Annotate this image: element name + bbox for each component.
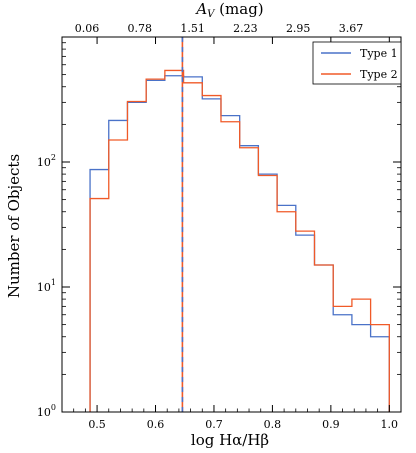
x-tick-label: 0.6 [147, 418, 165, 431]
y-axis-label: Number of Objects [5, 154, 23, 298]
top-tick-label: 3.67 [339, 22, 364, 35]
x-axis-label: log Hα/Hβ [191, 431, 269, 449]
top-tick-label: 0.06 [75, 22, 100, 35]
legend: Type 1 Type 2 [312, 41, 402, 85]
legend-box [312, 41, 402, 85]
plot-frame [61, 36, 402, 413]
legend-label-type1: Type 1 [360, 47, 398, 60]
top-tick-label: 2.23 [233, 22, 258, 35]
y-tick-label: 100 [37, 403, 56, 419]
histogram-series-2 [89, 69, 390, 412]
x-tick-label: 0.7 [205, 418, 223, 431]
y-tick-label: 101 [37, 278, 56, 294]
plot-area [89, 37, 390, 412]
axes: 0.5 0.6 0.7 0.8 0.9 1.0 0.06 0.78 1.51 2.23 2.95 3.… [37, 22, 402, 431]
top-tick-label: 0.78 [128, 22, 153, 35]
x-tick-label: 0.9 [322, 418, 340, 431]
y-tick-label: 102 [37, 153, 56, 169]
x-tick-label: 0.8 [264, 418, 282, 431]
top-tick-label: 2.95 [286, 22, 311, 35]
x-tick-label: 0.5 [88, 418, 106, 431]
top-tick-label: 1.51 [180, 22, 205, 35]
x-tick-label: 1.0 [381, 418, 399, 431]
top-axis-label: AV (mag) [194, 0, 263, 20]
legend-label-type2: Type 2 [360, 68, 398, 81]
